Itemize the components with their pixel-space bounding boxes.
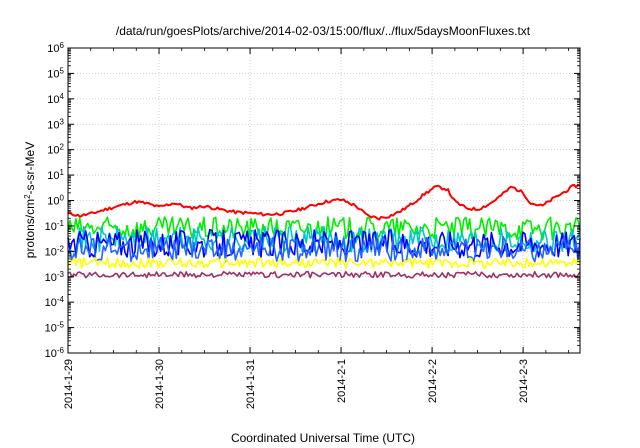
- y-tick-label: 10-1: [45, 218, 65, 233]
- y-axis-label-suffix: -s-sr-MeV: [23, 142, 37, 195]
- y-tick-exponent: 5: [60, 66, 65, 75]
- axis-ticks: [67, 47, 580, 354]
- x-tick-label: 2014-2-2: [427, 359, 439, 403]
- y-tick-label: 101: [47, 168, 64, 183]
- y-tick-label: 104: [47, 91, 64, 106]
- y-tick-label: 103: [47, 117, 64, 132]
- y-tick-label: 100: [47, 193, 64, 208]
- y-tick-base: 10: [47, 170, 59, 182]
- chart-title: /data/run/goesPlots/archive/2014-02-03/1…: [116, 24, 531, 38]
- x-tick-label: 2014-2-1: [336, 359, 348, 403]
- y-tick-exponent: -2: [57, 244, 65, 253]
- y-tick-label: 10-6: [45, 346, 65, 361]
- y-tick-exponent: 6: [60, 41, 65, 50]
- y-tick-label: 10-2: [45, 244, 65, 258]
- y-tick-base: 10: [45, 246, 57, 258]
- y-tick-label: 10-4: [45, 295, 65, 310]
- y-tick-exponent: -1: [57, 218, 65, 227]
- y-tick-exponent: 0: [60, 193, 65, 202]
- x-tick-label: 2014-1-31: [245, 359, 257, 409]
- y-tick-exponent: -5: [57, 320, 65, 329]
- y-tick-base: 10: [45, 348, 57, 360]
- y-tick-label: 102: [47, 142, 64, 157]
- y-tick-base: 10: [47, 196, 59, 208]
- series-line-6: [67, 270, 581, 279]
- y-axis-label-prefix: protons/cm: [23, 199, 37, 258]
- y-tick-exponent: 4: [60, 91, 65, 100]
- y-tick-base: 10: [47, 43, 59, 55]
- series-line-4: [67, 235, 581, 263]
- x-tick-label: 2014-1-30: [154, 359, 166, 409]
- series-line-5: [67, 257, 581, 269]
- y-tick-exponent: -6: [57, 346, 65, 355]
- series-group: [67, 183, 581, 279]
- y-tick-exponent: -3: [57, 269, 65, 278]
- x-tick-labels: 2014-1-29 2014-1-30 2014-1-31 2014-2-1 2014-…: [63, 359, 530, 409]
- y-tick-base: 10: [45, 272, 57, 284]
- y-tick-label: 106: [47, 41, 64, 56]
- x-tick-label: 2014-2-3: [518, 359, 530, 403]
- x-tick-label: 2014-1-29: [63, 359, 75, 409]
- y-axis-label: protons/cm2-s-sr-MeV: [23, 142, 38, 258]
- y-tick-base: 10: [47, 119, 59, 131]
- y-tick-exponent: 1: [60, 168, 65, 177]
- y-tick-label: 10-3: [45, 269, 65, 284]
- y-tick-base: 10: [47, 94, 59, 106]
- y-tick-labels: 10-610-510-410-310-210-11001011021031041…: [45, 41, 65, 361]
- y-tick-label: 105: [47, 66, 64, 81]
- y-axis-label-sup: 2: [23, 194, 32, 199]
- y-tick-exponent: 2: [60, 142, 65, 151]
- y-tick-base: 10: [45, 221, 57, 233]
- y-tick-label: 10-5: [45, 320, 65, 335]
- grid-lines: [67, 47, 580, 354]
- y-tick-base: 10: [47, 68, 59, 80]
- x-axis-label: Coordinated Universal Time (UTC): [231, 431, 415, 445]
- y-tick-base: 10: [45, 297, 57, 309]
- series-line-0: [67, 183, 581, 221]
- y-tick-base: 10: [47, 145, 59, 157]
- y-tick-base: 10: [45, 323, 57, 335]
- y-tick-exponent: -4: [57, 295, 65, 304]
- y-tick-exponent: 3: [60, 117, 65, 126]
